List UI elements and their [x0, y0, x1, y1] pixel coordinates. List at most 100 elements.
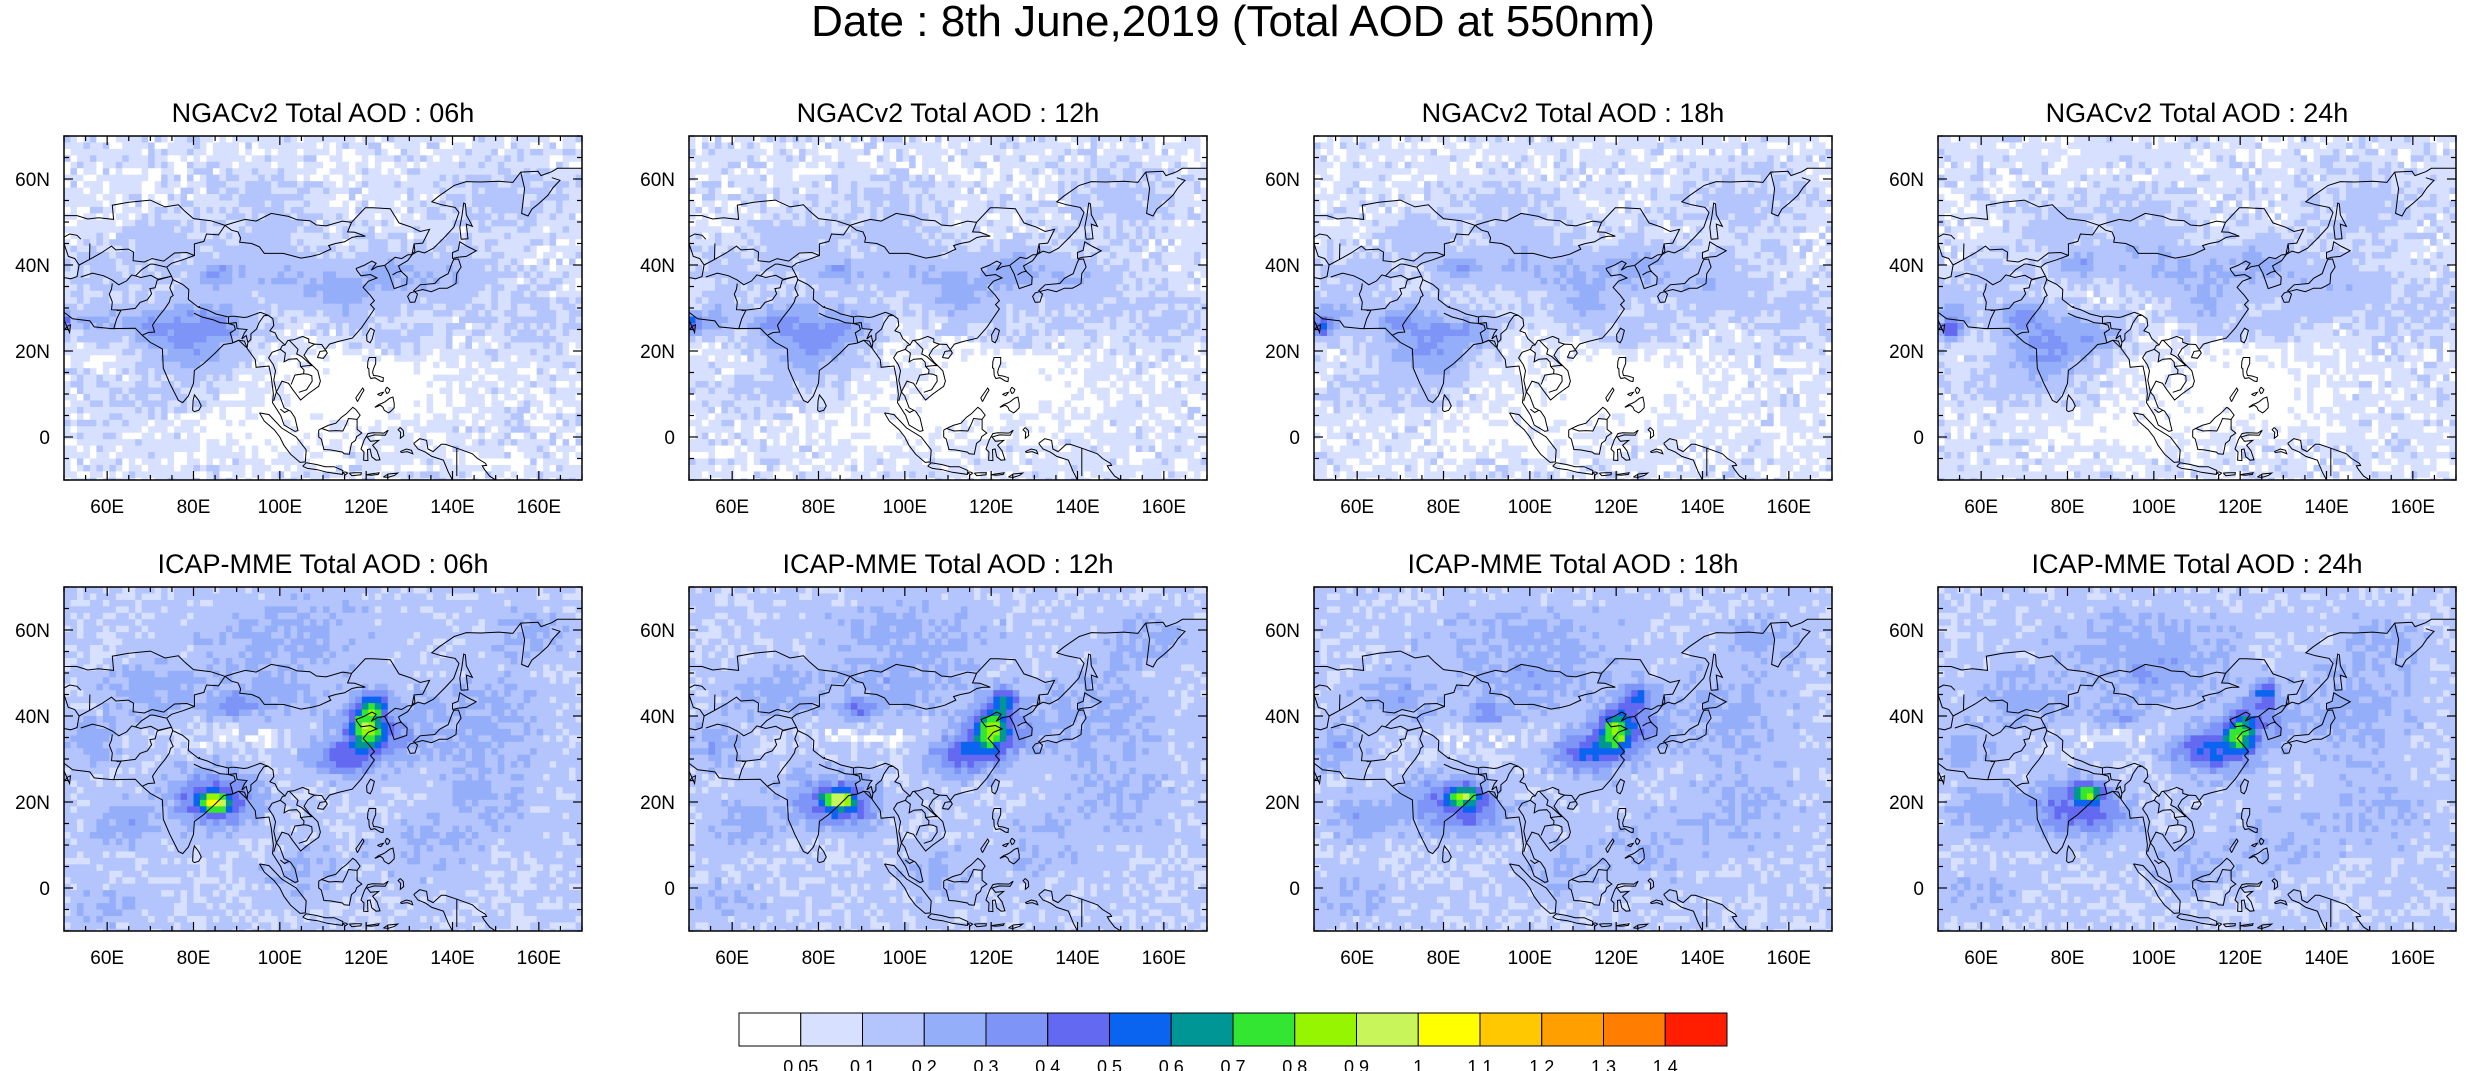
lon-tick-label: 120E: [344, 948, 388, 969]
lat-tick-label: 60N: [640, 621, 675, 642]
figure-title: Date : 8th June,2019 (Total AOD at 550nm…: [0, 0, 2466, 44]
lat-tick-label: 40N: [15, 256, 50, 277]
colorbar-label: 0.7: [1220, 1057, 1245, 1071]
lon-tick-label: 160E: [1142, 497, 1186, 518]
axis-ticks: [688, 135, 1208, 481]
lat-tick-label: 20N: [1889, 342, 1924, 363]
axis-ticks: [1937, 586, 2457, 932]
aod-field: [689, 136, 1207, 480]
panel-title: ICAP-MME Total AOD : 18h: [1407, 549, 1738, 579]
lon-tick-label: 140E: [1680, 948, 1724, 969]
lat-tick-label: 20N: [15, 793, 50, 814]
colorbar-label: 0.4: [1035, 1057, 1060, 1071]
lon-tick-label: 100E: [1508, 948, 1552, 969]
lon-tick-label: 80E: [177, 497, 211, 518]
lat-tick-label: 60N: [1265, 621, 1300, 642]
map-panel: ICAP-MME Total AOD : 18h 60E 80E 100E 120E 14…: [1265, 549, 1833, 969]
coastlines: [1314, 167, 1832, 480]
axis-ticks: [1313, 586, 1833, 932]
lat-tick-label: 0: [39, 428, 50, 449]
lon-tick-label: 140E: [1680, 497, 1724, 518]
colorbar-label: 1: [1413, 1057, 1423, 1071]
lat-tick-label: 40N: [1889, 707, 1924, 728]
colorbar-swatch: [985, 1012, 1049, 1047]
map-panel: NGACv2 Total AOD : 12h 60E 80E 100E 120E 140E…: [640, 98, 1208, 518]
lon-tick-label: 80E: [802, 948, 836, 969]
lon-tick-label: 120E: [1594, 948, 1638, 969]
lon-tick-label: 60E: [90, 948, 124, 969]
aod-field: [1938, 136, 2456, 480]
lon-tick-label: 100E: [1508, 497, 1552, 518]
lon-tick-label: 60E: [1340, 948, 1374, 969]
lat-tick-label: 60N: [1265, 170, 1300, 191]
lat-tick-label: 60N: [15, 621, 50, 642]
colorbar-swatch: [1603, 1012, 1666, 1047]
map-panel: ICAP-MME Total AOD : 12h 60E 80E 100E 120E 14…: [640, 549, 1208, 969]
lon-tick-label: 160E: [1767, 497, 1811, 518]
colorbar-label: 0.9: [1344, 1057, 1369, 1071]
lon-tick-label: 140E: [1055, 497, 1099, 518]
colorbar-swatch: [1232, 1012, 1296, 1047]
axis-ticks: [1937, 135, 2457, 481]
panel-title: ICAP-MME Total AOD : 06h: [157, 549, 488, 579]
lon-tick-label: 60E: [1964, 948, 1998, 969]
coastlines: [689, 167, 1207, 480]
lon-tick-label: 80E: [1427, 497, 1461, 518]
lat-tick-label: 40N: [1889, 256, 1924, 277]
lon-tick-label: 160E: [2391, 497, 2435, 518]
lat-tick-label: 60N: [640, 170, 675, 191]
map-panel: NGACv2 Total AOD : 18h 60E 80E 100E 120E 140E…: [1265, 98, 1833, 518]
lat-tick-label: 40N: [640, 707, 675, 728]
lon-tick-label: 140E: [2304, 497, 2348, 518]
lon-tick-label: 160E: [517, 948, 561, 969]
colorbar-swatch: [1170, 1012, 1234, 1047]
colorbar-swatch: [1294, 1012, 1357, 1047]
lon-tick-label: 100E: [883, 948, 927, 969]
lon-tick-label: 60E: [715, 497, 749, 518]
colorbar-label: 0.1: [850, 1057, 875, 1071]
colorbar-label: 1.2: [1529, 1057, 1554, 1071]
lon-tick-label: 120E: [2218, 497, 2262, 518]
panel-title: NGACv2 Total AOD : 24h: [2046, 98, 2349, 128]
map-panel: ICAP-MME Total AOD : 06h 60E 80E 100E 120E 14…: [15, 549, 583, 969]
lon-tick-label: 140E: [430, 948, 474, 969]
coastlines: [1314, 618, 1832, 931]
colorbar-label: 1.3: [1591, 1057, 1616, 1071]
colorbar-label: 0.2: [912, 1057, 937, 1071]
lat-tick-label: 40N: [1265, 256, 1300, 277]
panel-title: ICAP-MME Total AOD : 24h: [2031, 549, 2362, 579]
lon-tick-label: 80E: [2051, 948, 2085, 969]
lat-tick-label: 0: [1289, 879, 1300, 900]
axis-ticks: [63, 586, 583, 932]
lat-tick-label: 20N: [1265, 342, 1300, 363]
lon-tick-label: 120E: [969, 948, 1013, 969]
colorbar-swatch: [862, 1012, 925, 1047]
colorbar-label: 0.6: [1159, 1057, 1184, 1071]
lat-tick-label: 0: [664, 428, 675, 449]
colorbar-swatch: [1664, 1012, 1728, 1047]
lat-tick-label: 20N: [640, 793, 675, 814]
lon-tick-label: 100E: [258, 497, 302, 518]
lon-tick-label: 120E: [969, 497, 1013, 518]
coastlines: [1938, 618, 2456, 931]
colorbar-label: 0.3: [973, 1057, 998, 1071]
lon-tick-label: 100E: [2132, 497, 2176, 518]
lat-tick-label: 0: [39, 879, 50, 900]
lat-tick-label: 20N: [15, 342, 50, 363]
colorbar-swatch: [1356, 1012, 1419, 1047]
map-panel: NGACv2 Total AOD : 06h 60E 80E 100E 120E 140E…: [15, 98, 583, 518]
lon-tick-label: 80E: [802, 497, 836, 518]
lon-tick-label: 120E: [2218, 948, 2262, 969]
panel-title: NGACv2 Total AOD : 12h: [797, 98, 1100, 128]
lon-tick-label: 120E: [344, 497, 388, 518]
lon-tick-label: 140E: [1055, 948, 1099, 969]
lat-tick-label: 0: [664, 879, 675, 900]
colorbar-label: 0.5: [1097, 1057, 1122, 1071]
colorbar-swatch: [1541, 1012, 1604, 1047]
lat-tick-label: 20N: [640, 342, 675, 363]
lon-tick-label: 160E: [2391, 948, 2435, 969]
aod-field: [1314, 587, 1832, 931]
lon-tick-label: 100E: [883, 497, 927, 518]
lat-tick-label: 60N: [1889, 170, 1924, 191]
